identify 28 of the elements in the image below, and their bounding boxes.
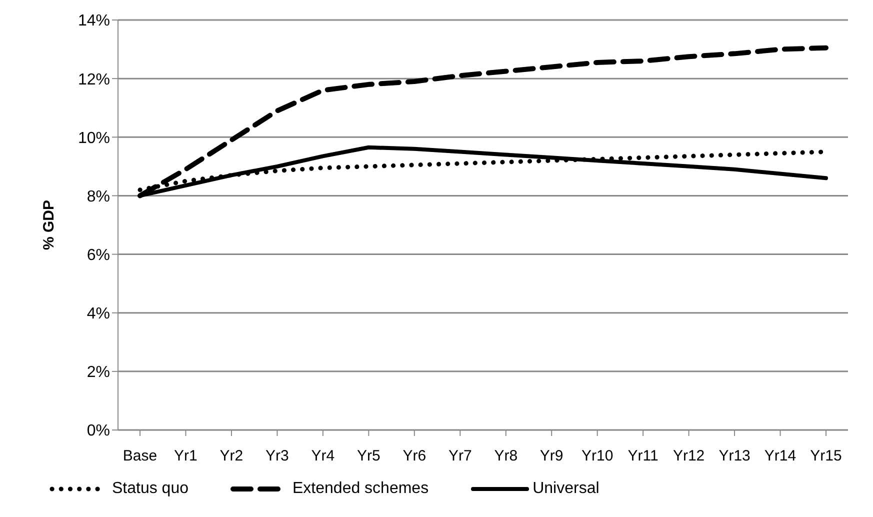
x-tick-label: Yr7	[448, 448, 472, 465]
y-tick-label: 12%	[78, 71, 110, 88]
x-tick-label: Yr1	[174, 448, 198, 465]
x-tick-label: Yr2	[220, 448, 244, 465]
y-tick-label: 2%	[86, 364, 110, 382]
y-tick-label: 6%	[86, 246, 110, 264]
x-tick-label: Yr13	[718, 448, 750, 465]
x-tick-label: Yr15	[810, 448, 842, 465]
legend-label: Extended schemes	[292, 480, 429, 498]
x-tick-label: Base	[122, 448, 158, 465]
x-tick-label: Yr12	[672, 448, 705, 465]
x-tick-label: Yr10	[581, 448, 614, 465]
y-tick-label: 0%	[86, 422, 110, 440]
y-tick-label: 10%	[78, 130, 110, 147]
legend-label: Universal	[532, 480, 600, 498]
x-tick-label: Yr4	[311, 448, 335, 465]
x-tick-label: Yr8	[494, 448, 518, 465]
x-tick-label: Yr14	[764, 448, 796, 465]
legend-label: Status quo	[112, 480, 188, 498]
x-tick-label: Yr3	[266, 448, 289, 465]
y-axis-title: % GDP	[40, 200, 58, 250]
x-tick-label: Yr11	[628, 448, 658, 465]
x-tick-label: Yr9	[540, 448, 564, 465]
y-tick-label: 14%	[78, 12, 110, 30]
y-tick-label: 8%	[86, 188, 110, 206]
x-tick-label: Yr5	[356, 448, 380, 465]
x-tick-label: Yr6	[402, 448, 426, 465]
y-tick-label: 4%	[86, 306, 110, 323]
